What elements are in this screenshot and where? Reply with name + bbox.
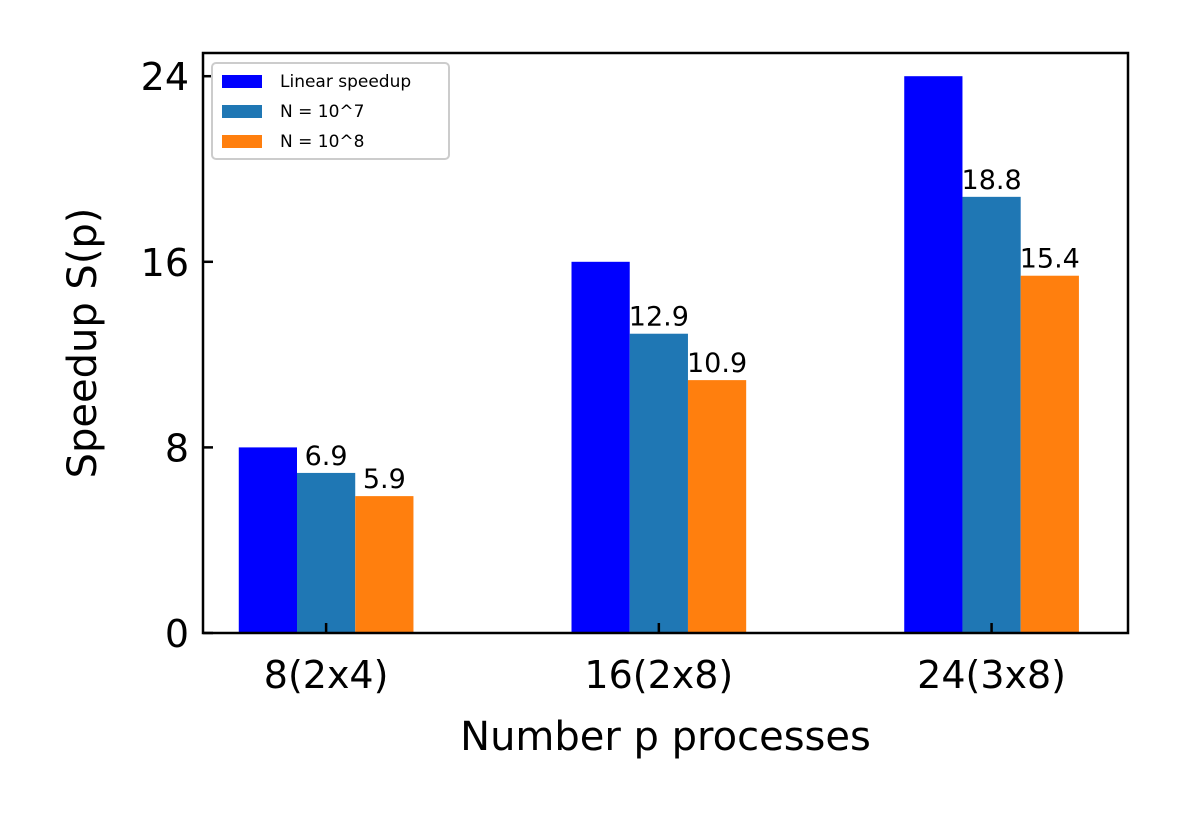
legend-swatch-1 bbox=[222, 105, 262, 118]
bar-s2-c2 bbox=[1020, 275, 1079, 633]
bar-s2-c1 bbox=[687, 380, 747, 633]
legend-swatch-2 bbox=[222, 135, 262, 148]
data-label-s1-c1: 12.9 bbox=[629, 302, 689, 333]
data-labels-group: 6.9 12.9 18.8 5.9 10.9 15.4 bbox=[305, 165, 1080, 495]
bars-group bbox=[238, 76, 1079, 633]
legend-box bbox=[211, 62, 450, 160]
data-label-s1-c0: 6.9 bbox=[305, 441, 348, 472]
legend: Linear speedup N = 10^7 N = 10^8 bbox=[211, 62, 450, 160]
bar-s1-c1 bbox=[629, 333, 688, 633]
y-tick-label: 8 bbox=[165, 426, 189, 470]
y-axis-ticks: 0 8 16 24 bbox=[141, 55, 213, 656]
legend-label-1: N = 10^7 bbox=[280, 102, 364, 122]
bar-s0-c1 bbox=[571, 261, 630, 633]
legend-label-0: Linear speedup bbox=[280, 72, 411, 92]
legend-swatch-0 bbox=[222, 75, 262, 88]
plot-frame bbox=[201, 51, 1130, 635]
legend-label-2: N = 10^8 bbox=[280, 132, 364, 152]
y-tick-label: 0 bbox=[165, 612, 189, 656]
y-tick-label: 24 bbox=[141, 55, 189, 99]
x-tick-label: 8(2x4) bbox=[264, 653, 389, 697]
bar-s1-c0 bbox=[296, 472, 356, 633]
x-axis-title: Number p processes bbox=[460, 714, 871, 760]
bar-s1-c2 bbox=[962, 196, 1021, 633]
bar-s2-c0 bbox=[355, 496, 414, 633]
data-label-s2-c1: 10.9 bbox=[687, 348, 747, 379]
bar-s0-c2 bbox=[904, 76, 963, 633]
x-tick-label: 24(3x8) bbox=[917, 653, 1066, 697]
bar-s0-c0 bbox=[238, 447, 297, 633]
y-tick-label: 16 bbox=[141, 241, 189, 285]
data-label-s1-c2: 18.8 bbox=[962, 165, 1022, 196]
data-label-s2-c2: 15.4 bbox=[1020, 244, 1080, 275]
x-tick-label: 16(2x8) bbox=[584, 653, 733, 697]
x-axis-ticks: 8(2x4) 16(2x8) 24(3x8) bbox=[264, 623, 1066, 697]
y-axis-title: Speedup S(p) bbox=[60, 208, 106, 479]
data-label-s2-c0: 5.9 bbox=[363, 464, 406, 495]
